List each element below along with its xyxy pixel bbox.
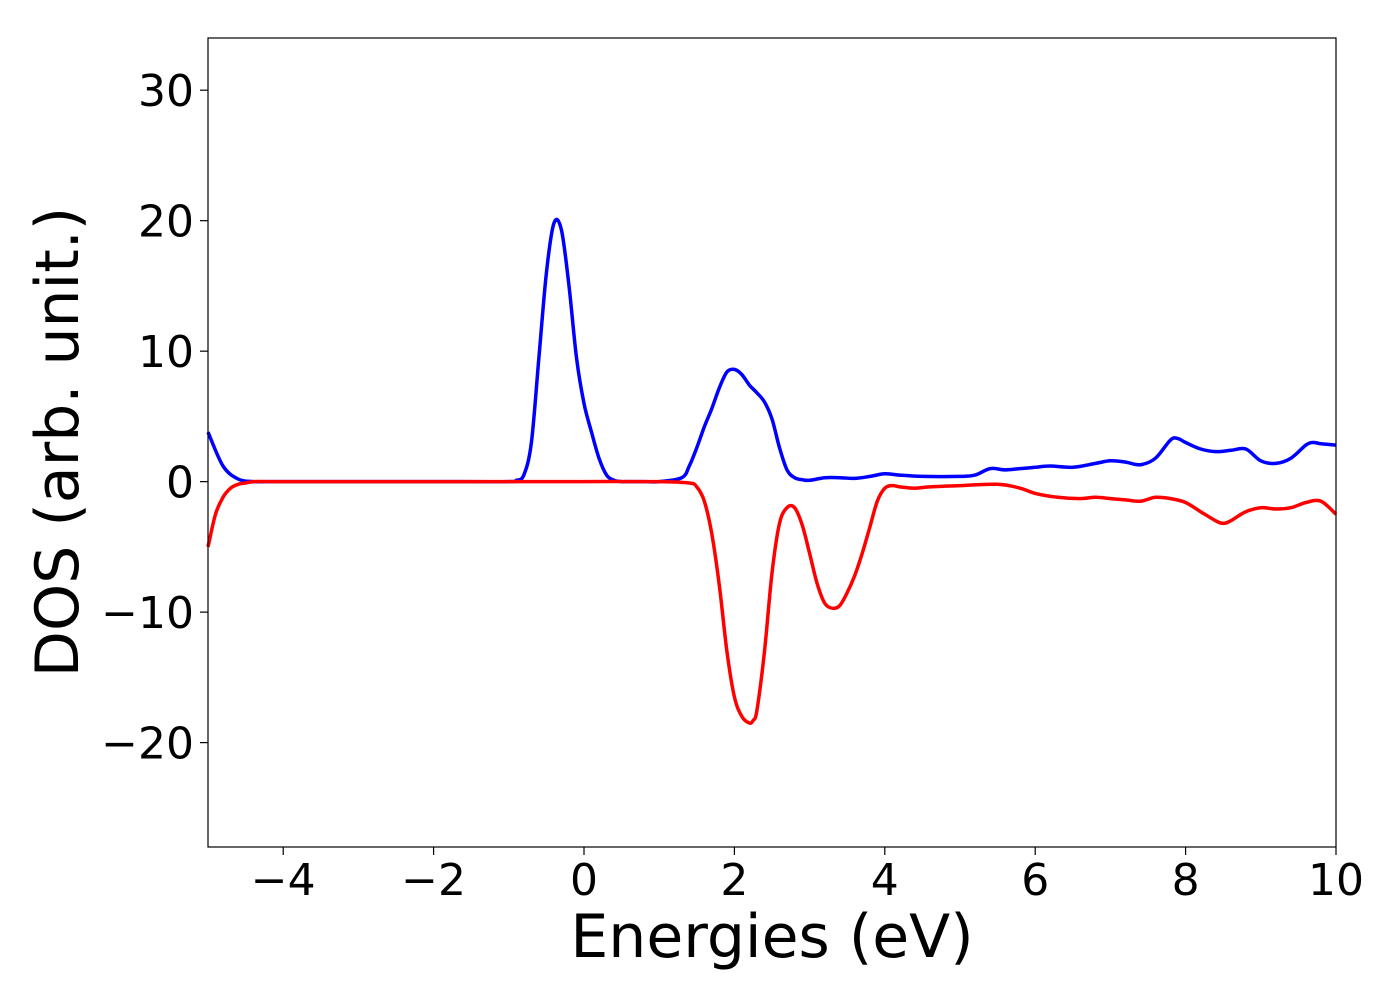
- series-line-2: [206, 479, 1338, 725]
- plot-frame: [207, 37, 1337, 848]
- x-tick-label: 10: [1308, 855, 1364, 906]
- y-tick-label: 20: [138, 197, 194, 248]
- x-axis-title: Energies (eV): [570, 902, 973, 972]
- x-tick-label: 8: [1172, 855, 1200, 906]
- x-tick-label: −2: [401, 855, 466, 906]
- x-tick-label: −4: [251, 855, 316, 906]
- x-tick-label: 0: [570, 855, 598, 906]
- y-tick-label: −20: [101, 719, 194, 770]
- y-axis-ticks: −20 −10 0 10 20 30: [101, 66, 208, 770]
- series-line-1: [206, 217, 1337, 484]
- x-tick-label: 4: [871, 855, 899, 906]
- x-tick-label: 6: [1021, 855, 1049, 906]
- y-tick-label: −10: [101, 588, 194, 639]
- series-layer: [206, 217, 1338, 725]
- y-axis-title: DOS (arb. unit.): [23, 207, 93, 677]
- y-tick-label: 30: [138, 66, 194, 117]
- y-tick-label: 0: [166, 458, 194, 509]
- x-tick-label: 2: [720, 855, 748, 906]
- x-axis-ticks: −4 −2 0 2 4 6 8 10: [251, 847, 1364, 906]
- y-tick-label: 10: [138, 327, 194, 378]
